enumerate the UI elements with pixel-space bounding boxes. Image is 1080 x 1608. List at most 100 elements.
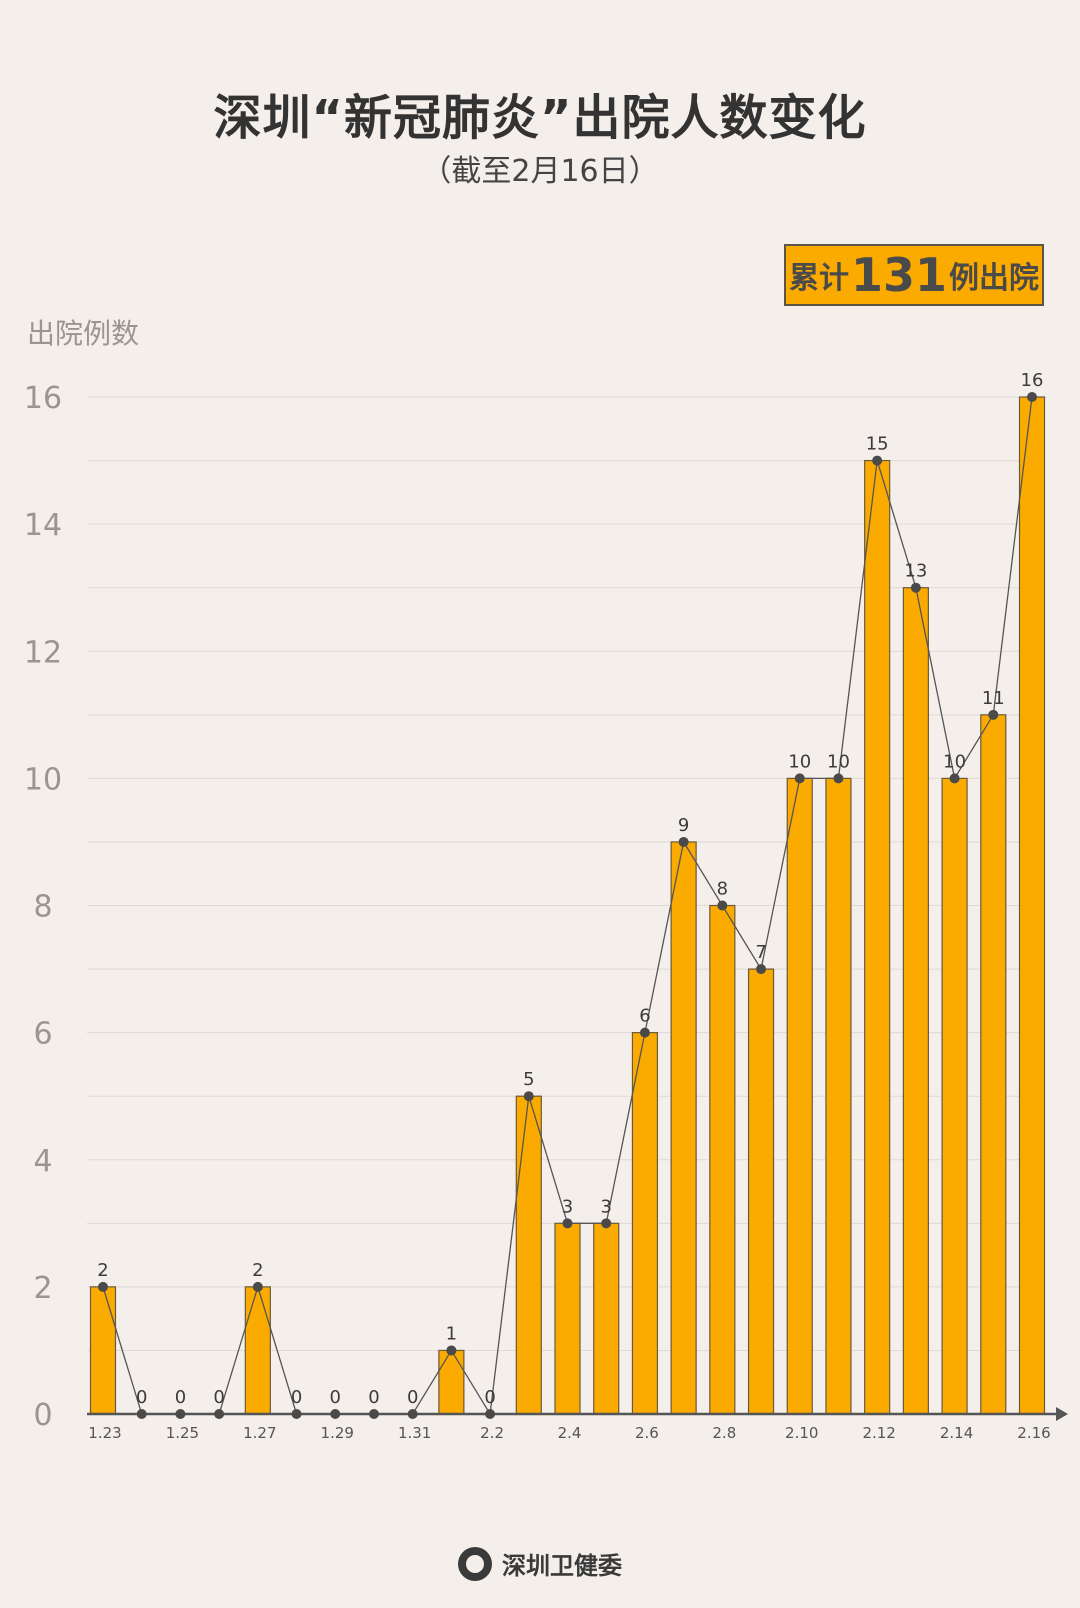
bar — [631, 1032, 659, 1415]
bar — [1018, 396, 1046, 1415]
y-tick-label: 8 — [33, 890, 52, 925]
data-label: 6 — [639, 1006, 650, 1027]
bar — [244, 1286, 271, 1415]
bar — [554, 1222, 581, 1415]
data-label: 0 — [330, 1387, 341, 1408]
y-tick-label: 16 — [24, 381, 62, 416]
data-label: 0 — [484, 1387, 495, 1408]
data-label: 0 — [368, 1387, 379, 1408]
x-tick-label: 1.31 — [398, 1424, 431, 1442]
bar — [593, 1222, 620, 1415]
x-tick-label: 1.27 — [243, 1424, 276, 1442]
data-label: 8 — [717, 879, 728, 900]
data-point — [988, 709, 999, 720]
data-label: 9 — [678, 815, 689, 836]
bar — [709, 904, 736, 1415]
data-label: 5 — [523, 1069, 534, 1090]
x-tick-label: 1.25 — [166, 1424, 199, 1442]
data-label: 13 — [904, 561, 927, 582]
data-point — [136, 1409, 147, 1419]
data-point — [794, 773, 805, 784]
data-point — [330, 1409, 341, 1419]
data-label: 0 — [136, 1387, 147, 1408]
badge-prefix: 累计 — [788, 261, 849, 296]
data-point — [949, 773, 960, 784]
bar — [786, 777, 813, 1415]
data-label: 1 — [446, 1323, 457, 1344]
chart-title: 深圳“新冠肺炎”出院人数变化 — [213, 90, 867, 146]
data-label: 16 — [1021, 370, 1044, 391]
data-point — [214, 1409, 225, 1419]
data-point — [368, 1409, 379, 1419]
data-point — [756, 964, 767, 975]
data-point — [717, 900, 728, 911]
y-axis-label: 出院例数 — [27, 317, 140, 350]
x-tick-label: 2.16 — [1017, 1424, 1050, 1442]
data-label: 3 — [562, 1196, 573, 1217]
x-tick-label: 2.4 — [558, 1424, 582, 1442]
data-label: 3 — [600, 1196, 611, 1217]
bar — [825, 777, 852, 1415]
data-point — [523, 1091, 534, 1102]
data-label: 0 — [213, 1387, 224, 1408]
bar — [747, 968, 775, 1415]
footer-org: 深圳卫健委 — [502, 1552, 622, 1580]
x-tick-label: 2.2 — [480, 1424, 504, 1442]
x-tick-label: 2.14 — [940, 1424, 973, 1442]
total-badge: 累计 131 例出院 — [784, 244, 1044, 306]
badge-suffix: 例出院 — [949, 261, 1040, 296]
y-tick-label: 0 — [33, 1398, 52, 1433]
data-label: 10 — [943, 751, 966, 772]
x-tick-label: 2.12 — [862, 1424, 895, 1442]
footer: 深圳卫健委 — [0, 1546, 1080, 1581]
data-label: 10 — [788, 751, 811, 772]
bar — [980, 714, 1007, 1415]
chart-subtitle: （截至2月16日） — [421, 154, 659, 189]
data-point — [485, 1409, 496, 1419]
data-point — [407, 1409, 418, 1419]
data-label: 2 — [252, 1260, 263, 1281]
data-point — [872, 455, 883, 466]
data-point — [291, 1409, 302, 1419]
y-tick-label: 14 — [24, 508, 62, 543]
bar — [864, 459, 891, 1415]
data-point — [601, 1218, 612, 1229]
y-tick-label: 12 — [24, 635, 62, 670]
y-tick-label: 6 — [33, 1017, 52, 1052]
x-tick-label: 1.23 — [88, 1424, 121, 1442]
x-tick-label: 1.29 — [321, 1424, 354, 1442]
y-tick-label: 10 — [24, 762, 62, 797]
data-point — [910, 582, 921, 593]
data-label: 10 — [827, 751, 850, 772]
data-label: 11 — [982, 688, 1005, 709]
data-point — [1027, 392, 1037, 402]
y-tick-label: 2 — [33, 1271, 52, 1306]
bar — [515, 1095, 542, 1415]
health-commission-logo-icon — [458, 1546, 492, 1581]
y-tick-label: 4 — [33, 1144, 52, 1179]
data-label: 0 — [407, 1387, 418, 1408]
x-tick-label: 2.8 — [712, 1424, 736, 1442]
bar — [941, 777, 968, 1415]
bar — [438, 1349, 465, 1415]
data-point — [175, 1409, 186, 1419]
data-point — [98, 1281, 108, 1292]
data-label: 0 — [175, 1387, 186, 1408]
data-label: 15 — [866, 434, 889, 455]
data-point — [639, 1027, 650, 1038]
bar — [670, 841, 697, 1415]
data-point — [446, 1345, 457, 1356]
bar — [902, 587, 929, 1415]
x-axis-arrow-icon — [1056, 1407, 1068, 1421]
badge-number: 131 — [850, 248, 948, 302]
x-tick-label: 2.10 — [785, 1424, 818, 1442]
x-tick-label: 2.6 — [635, 1424, 659, 1442]
data-point — [678, 836, 689, 847]
data-label: 0 — [291, 1387, 302, 1408]
data-label: 7 — [755, 942, 766, 963]
data-point — [252, 1281, 263, 1292]
data-point — [833, 773, 844, 784]
data-label: 2 — [97, 1260, 108, 1281]
data-point — [562, 1218, 573, 1229]
